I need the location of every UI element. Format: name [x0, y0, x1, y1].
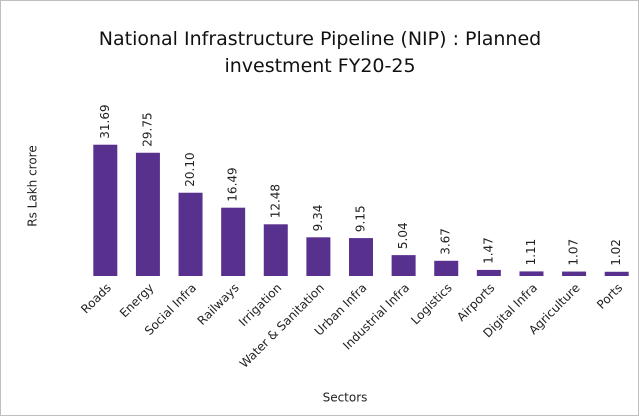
value-label: 31.69	[98, 104, 112, 138]
x-axis-label: Sectors	[323, 391, 368, 405]
x-tick-label: Airports	[454, 281, 497, 324]
bar	[519, 271, 544, 276]
value-label: 20.10	[183, 152, 197, 186]
bar	[562, 271, 587, 276]
bar	[263, 224, 288, 276]
bar	[178, 192, 203, 276]
value-label: 1.11	[524, 239, 538, 266]
chart-title: National Infrastructure Pipeline (NIP) :…	[98, 28, 542, 77]
x-tick-label: Railways	[195, 281, 242, 328]
value-label: 12.48	[268, 184, 282, 218]
value-label: 1.02	[609, 239, 623, 266]
bar	[604, 271, 629, 276]
value-label: 3.67	[439, 228, 453, 255]
x-tick-label: Energy	[117, 281, 157, 321]
bar	[434, 260, 459, 276]
value-label: 9.15	[354, 205, 368, 232]
value-label: 9.34	[311, 205, 325, 232]
bar	[476, 269, 501, 276]
value-label: 16.49	[226, 167, 240, 201]
bar	[135, 152, 160, 276]
y-axis-label: Rs Lakh crore	[26, 145, 40, 226]
value-label: 5.04	[396, 222, 410, 249]
bar	[93, 144, 118, 276]
bar	[221, 207, 246, 276]
bar	[349, 238, 373, 276]
bar	[391, 255, 416, 276]
x-tick-label: Roads	[78, 281, 114, 317]
value-label: 1.07	[567, 239, 581, 266]
bar	[306, 237, 331, 276]
x-tick-label: Logistics	[408, 281, 455, 328]
value-label: 29.75	[140, 112, 154, 146]
x-tick-label: Ports	[594, 281, 625, 312]
value-label: 1.47	[481, 237, 495, 264]
